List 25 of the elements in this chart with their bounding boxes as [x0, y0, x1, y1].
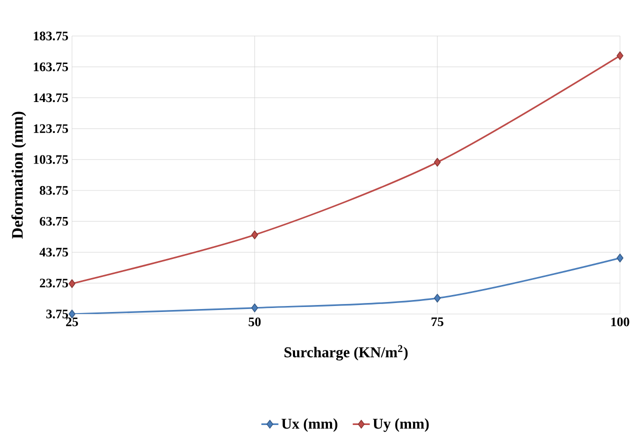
y-tick-label: 163.75 — [34, 62, 68, 72]
y-tick-label: 63.75 — [40, 216, 68, 226]
y-tick-label: 183.75 — [34, 32, 68, 40]
point — [434, 294, 441, 303]
point — [251, 230, 258, 240]
point — [68, 279, 76, 288]
legend-label: Uy (mm) — [372, 418, 429, 432]
y-axis-title: Deformation (mm) — [11, 112, 26, 239]
x-tick-label: 25 — [66, 318, 78, 326]
x-tick-label: 50 — [248, 318, 261, 326]
point — [251, 304, 258, 312]
y-tick-label: 3.75 — [46, 310, 68, 318]
y-tick-label: 23.75 — [40, 278, 68, 288]
point — [434, 158, 441, 167]
y-tick-label: 43.75 — [40, 248, 68, 257]
legend-label: Ux (mm) — [282, 418, 338, 432]
y-tick-label: 143.75 — [34, 93, 68, 102]
y-tick-label: 103.75 — [34, 155, 68, 164]
x-tick-label: 100 — [611, 318, 630, 326]
y-tick-label: 83.75 — [40, 186, 68, 195]
point — [616, 51, 624, 60]
y-tick-label: 123.75 — [34, 124, 68, 134]
x-axis-title: Surcharge (KN/m$^{2}$) — [284, 345, 408, 360]
x-tick-label: 75 — [432, 318, 444, 326]
point — [616, 254, 624, 262]
